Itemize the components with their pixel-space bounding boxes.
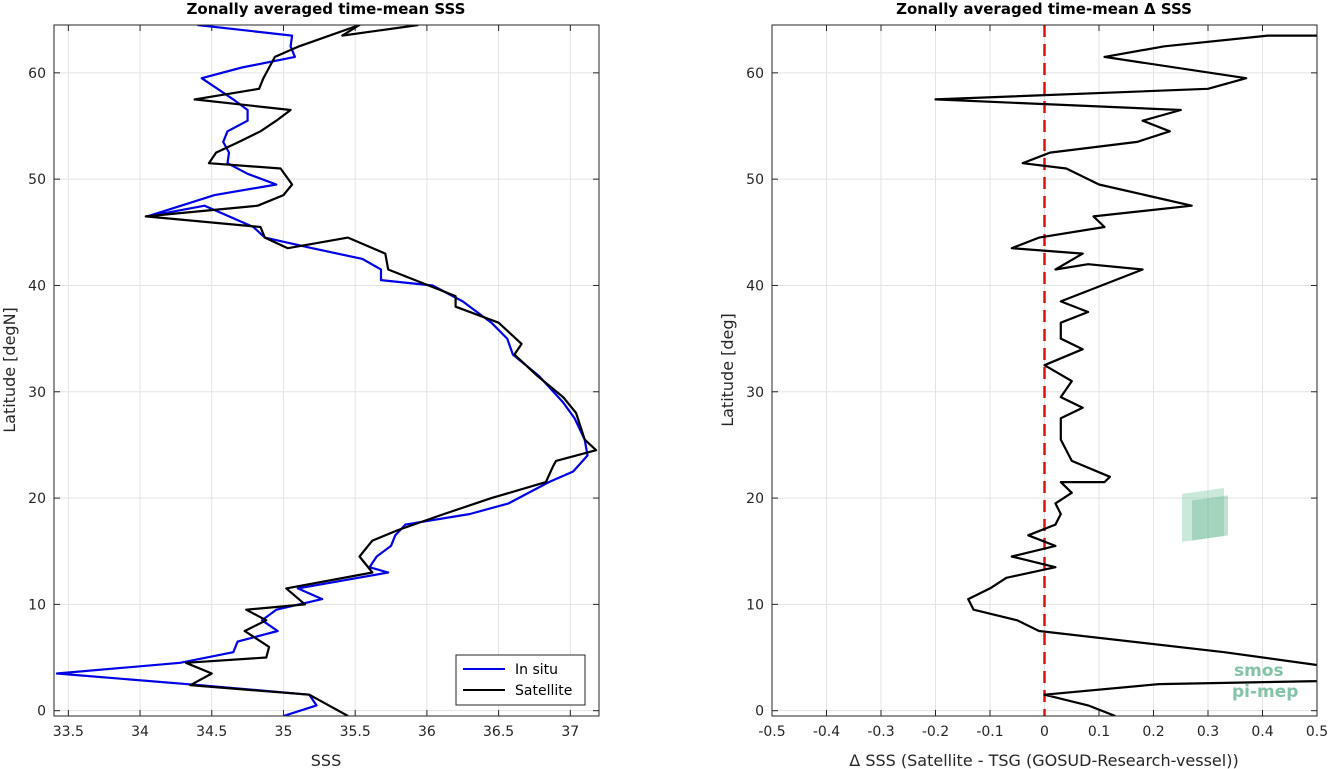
legend-box [455,654,586,706]
x-tick-label-left: 37 [561,724,579,740]
chart-left: 33.5 34 34.5 35 35.5 36 36.5 37 0 10 20 30 40 50 60 Zo… [0,0,600,769]
x-tick-label-right: 0 [1040,724,1049,740]
chart-title-right: Zonally averaged time-mean Δ SSS [896,0,1192,18]
grid-left [54,25,599,716]
y-tick-label-right: 50 [746,172,764,188]
x-tick-label-right: 0.2 [1142,724,1164,740]
x-tick-label-right: 0.3 [1197,724,1219,740]
x-tick-label-right: -0.1 [976,724,1003,740]
y-tick-label-left: 50 [28,172,46,188]
watermark-line-2: pi-mep [1232,682,1298,702]
series-right [934,34,1317,716]
legend-label-satellite: Satellite [515,683,572,699]
series-line-in-situ [55,25,589,716]
series-line-delta-sss [934,34,1317,716]
y-axis-label-right: Latitude [deg] [718,313,737,427]
x-tick-label-left: 34 [131,724,149,740]
x-tick-label-left: 34.5 [196,724,227,740]
legend: In situ Satellite [455,654,586,706]
y-tick-label-right: 0 [755,704,764,720]
y-axis-label-left: Latitude [degN] [0,307,19,433]
chart-right: -0.5 -0.4 -0.3 -0.2 -0.1 0 0.1 0.2 0.3 0.4 0.5 0 10 2… [718,0,1328,769]
y-tick-label-left: 20 [28,491,46,507]
y-tick-label-left: 40 [28,278,46,294]
y-tick-label-left: 10 [28,597,46,613]
ticks-right: -0.5 -0.4 -0.3 -0.2 -0.1 0 0.1 0.2 0.3 0.4 0.5 0 10 2… [746,25,1328,740]
x-tick-label-left: 36.5 [483,724,514,740]
y-tick-label-right: 20 [746,491,764,507]
y-tick-label-right: 40 [746,278,764,294]
x-tick-label-right: -0.3 [867,724,894,740]
x-tick-label-right: -0.2 [922,724,949,740]
watermark: smos pi-mep [1182,487,1298,702]
x-tick-label-right: 0.4 [1251,724,1273,740]
axes-box-right [771,24,1318,717]
chart-title-left: Zonally averaged time-mean SSS [187,0,466,18]
legend-label-in-situ: In situ [515,662,558,678]
x-tick-label-left: 33.5 [53,724,84,740]
watermark-logo-shape [1182,487,1224,542]
watermark-logo-shape-2 [1192,495,1228,541]
x-tick-label-left: 36 [418,724,436,740]
x-tick-label-right: -0.4 [813,724,840,740]
y-tick-label-right: 30 [746,385,764,401]
axes-box-left [53,24,600,717]
ticks-left: 33.5 34 34.5 35 35.5 36 36.5 37 0 10 20 30 40 50 60 [28,25,599,740]
series-line-satellite [144,25,598,716]
y-tick-label-left: 60 [28,66,46,82]
y-tick-label-left: 0 [37,704,46,720]
x-axis-label-left: SSS [311,751,341,769]
x-axis-label-right: Δ SSS (Satellite - TSG (GOSUD-Research-v… [849,751,1238,769]
x-tick-label-left: 35 [275,724,293,740]
series-left [55,25,598,716]
x-tick-label-right: -0.5 [758,724,785,740]
y-tick-label-right: 10 [746,597,764,613]
y-tick-label-left: 30 [28,385,46,401]
y-tick-label-right: 60 [746,66,764,82]
x-tick-label-right: 0.5 [1306,724,1328,740]
x-tick-label-right: 0.1 [1088,724,1110,740]
watermark-line-1: smos [1234,661,1284,681]
x-tick-label-left: 35.5 [340,724,371,740]
plot-area-left [54,25,599,716]
